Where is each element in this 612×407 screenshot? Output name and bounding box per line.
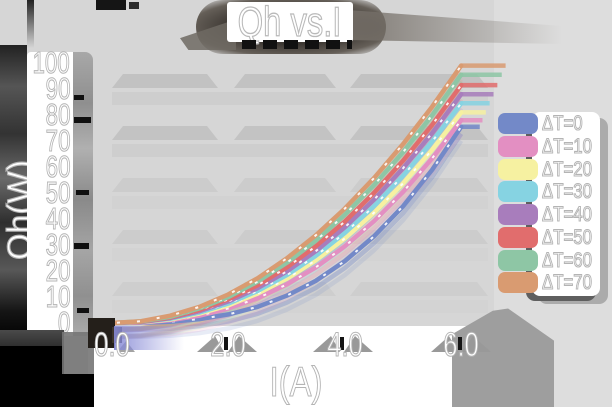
corner-artifact: [0, 330, 64, 348]
y-tick-label: 30: [45, 227, 71, 262]
bottom-left-black-blob: [62, 374, 94, 407]
y-tick-label: 40: [45, 201, 71, 236]
gridline-band: [112, 282, 218, 296]
x-tick-shadow: [431, 336, 458, 352]
y-tick-label: 10: [45, 279, 71, 314]
legend-label: ΔT=50: [542, 225, 593, 249]
legend-item: ΔT=70: [496, 271, 612, 295]
y-tick-label: 90: [45, 71, 71, 106]
y-tick-mark: [77, 308, 89, 313]
y-tick-mark: [74, 117, 91, 123]
left-shadow-strip: [0, 45, 27, 341]
origin-smear: [114, 326, 184, 350]
legend-swatch: [498, 204, 538, 225]
legend-item: ΔT=60: [496, 248, 612, 272]
gridline-band: [234, 74, 336, 88]
gridline-band: [112, 126, 218, 140]
legend-swatch: [498, 135, 538, 157]
legend-item: ΔT=50: [496, 225, 612, 249]
legend-label: ΔT=20: [542, 157, 593, 181]
y-tick-label: 20: [45, 253, 71, 288]
series-curve-7: [109, 63, 464, 326]
chart-title: Qh vs.I: [238, 0, 343, 45]
legend-box: [532, 112, 600, 296]
x-tick-shadow: [228, 336, 257, 352]
legend-label: ΔT=60: [542, 248, 593, 272]
y-tick-labels-box: 100 90 80 70 60 50 40 30 20 10 0: [27, 46, 73, 339]
x-tick-shadow: [344, 336, 373, 352]
x-tick-mark: [224, 337, 228, 350]
y-tick-mark: [74, 243, 89, 249]
series-markers-4: [111, 93, 463, 324]
legend-label: ΔT=40: [542, 203, 593, 226]
legend-swatch: [498, 113, 538, 134]
gridline-band: [112, 230, 218, 244]
y-tick-label: 80: [45, 97, 71, 132]
gridline-band: [112, 178, 218, 192]
y-tick-label: 60: [45, 149, 71, 184]
top-artifact: [96, 0, 126, 10]
top-artifact: [129, 2, 139, 9]
gridline-band: [234, 178, 336, 192]
gridline-band: [350, 282, 488, 296]
y-tick-label: 70: [45, 123, 71, 158]
title-box: Qh vs.I: [227, 0, 353, 45]
legend-swatch: [498, 272, 538, 294]
legend-swatch: [498, 249, 538, 271]
gridline-band: [234, 126, 336, 140]
y-tick-mark: [76, 190, 89, 195]
y-tick-label: 50: [45, 175, 71, 210]
y-tick-mark: [74, 95, 84, 100]
legend-label: ΔT=0: [542, 112, 584, 135]
top-artifact: [27, 0, 34, 48]
x-tick-mark: [340, 337, 344, 350]
gridline-band-echo: [112, 196, 488, 209]
legend-label: ΔT=30: [542, 180, 593, 204]
legend-item: ΔT=30: [496, 180, 612, 204]
legend-label: ΔT=70: [542, 271, 593, 295]
legend-item: ΔT=20: [496, 157, 612, 181]
origin-blob: [88, 318, 115, 348]
legend-swatch: [498, 158, 538, 180]
x-tick-mark: [458, 337, 462, 350]
legend-label: ΔT=10: [542, 134, 593, 158]
legend-swatch: [498, 226, 538, 248]
gridline-band: [112, 74, 218, 88]
bottom-left-black-blob: [0, 346, 64, 407]
legend-item: ΔT=10: [496, 134, 612, 158]
x-tick-shadow: [462, 336, 491, 352]
x-tick-shadow: [313, 336, 340, 352]
legend-swatch: [498, 181, 538, 203]
legend: ΔT=0 ΔT=10 ΔT=20 ΔT=30 ΔT=40 ΔT=50 ΔT=60 ΔT=70: [496, 110, 612, 302]
legend-item: ΔT=40: [496, 203, 612, 226]
x-tick-shadow: [197, 336, 224, 352]
y-tick-label: 100: [32, 45, 70, 80]
gridline-band-echo: [112, 92, 488, 105]
legend-item: ΔT=0: [496, 112, 612, 135]
gridline-band: [350, 230, 488, 244]
